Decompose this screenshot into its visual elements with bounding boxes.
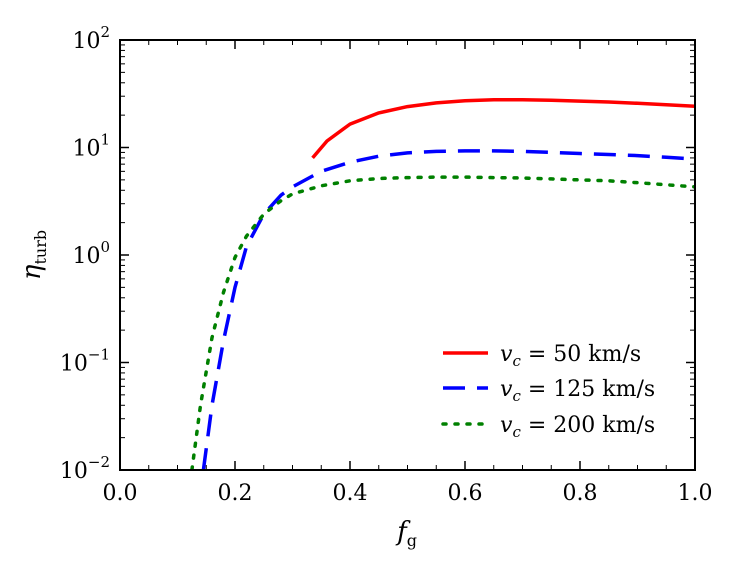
y-tick-label: 101 <box>72 131 110 162</box>
x-tick-label: 0.4 <box>333 481 368 506</box>
y-tick-base: 10 <box>72 244 100 269</box>
legend-sub: c <box>512 387 521 405</box>
legend-var: v <box>500 413 513 438</box>
y-axis-label-sub: turb <box>31 230 50 265</box>
series-layer <box>190 98 695 470</box>
y-tick-exp: −2 <box>88 453 110 471</box>
y-tick-base: 10 <box>72 29 100 54</box>
y-tick-label: 102 <box>72 23 110 54</box>
y-tick-label: 10−1 <box>60 346 110 377</box>
legend-rest: = 125 km/s <box>521 377 655 402</box>
y-tick-exp: 1 <box>100 131 110 149</box>
y-tick-base: 10 <box>60 459 88 484</box>
x-tick-label: 1.0 <box>678 481 713 506</box>
y-axis-label-main: η <box>17 264 47 280</box>
ticks-layer <box>119 39 696 471</box>
legend-var: v <box>500 377 513 402</box>
legend: vc = 50 km/svc = 125 km/svc = 200 km/s <box>441 342 655 441</box>
legend-label-1: vc = 125 km/s <box>500 377 655 405</box>
x-tick-label: 0.8 <box>563 481 598 506</box>
legend-var: v <box>500 342 513 367</box>
series-line-2 <box>190 175 695 470</box>
y-axis-label: ηturb <box>17 230 50 280</box>
legend-rest: = 50 km/s <box>521 342 641 367</box>
y-tick-label: 100 <box>72 238 110 269</box>
x-tick-label: 0.6 <box>448 481 483 506</box>
y-tick-base: 10 <box>60 352 88 377</box>
x-tick-label: 0.0 <box>103 481 138 506</box>
plot-frame <box>119 39 696 471</box>
series-line-1 <box>201 149 695 470</box>
legend-rest: = 200 km/s <box>521 413 655 438</box>
y-tick-exp: −1 <box>88 346 110 364</box>
legend-sub: c <box>512 423 521 441</box>
series-line-0 <box>311 98 695 160</box>
legend-sub: c <box>512 352 521 370</box>
x-tick-label: 0.2 <box>218 481 253 506</box>
x-axis-label: fg <box>395 517 417 550</box>
y-tick-label: 10−2 <box>60 453 110 484</box>
legend-label-2: vc = 200 km/s <box>500 413 655 441</box>
x-axis-label-sub: g <box>407 531 417 550</box>
legend-label-0: vc = 50 km/s <box>500 342 641 370</box>
y-tick-base: 10 <box>72 137 100 162</box>
y-tick-exp: 2 <box>100 23 110 41</box>
y-tick-exp: 0 <box>100 238 110 256</box>
